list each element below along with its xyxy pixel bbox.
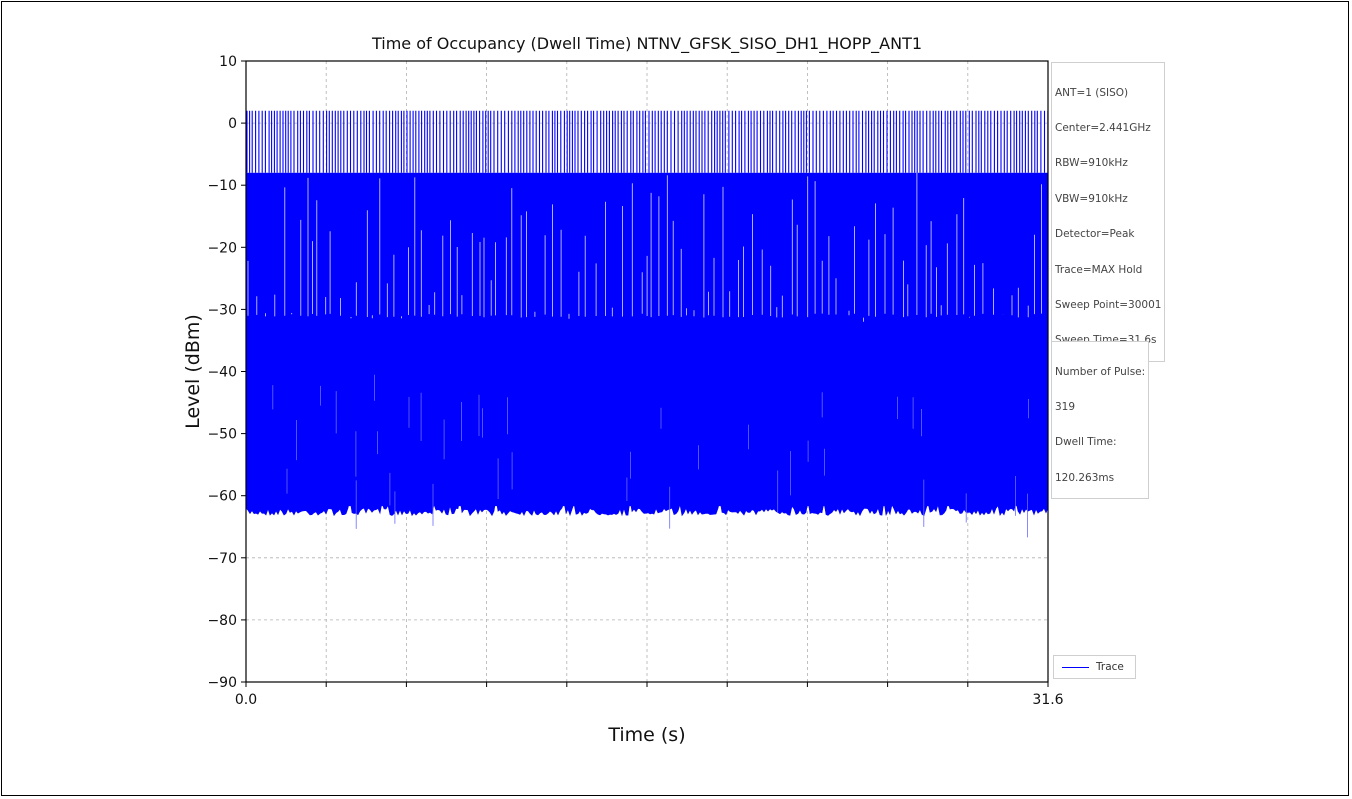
x-axis-label: Time (s)	[607, 724, 685, 746]
legend-label: Trace	[1096, 661, 1124, 673]
x-tick-label-end: 31.6	[1032, 692, 1063, 708]
y-tick-label: −30	[207, 302, 237, 318]
trace-dense-body	[246, 172, 1048, 507]
trace-highlights	[272, 374, 1029, 538]
settings-vbw: VBW=910kHz	[1055, 192, 1128, 205]
axis-ticks: 10 0 −10 −20 −30 −40 −50 −60 −70 −80 −900.0 31.6	[207, 54, 1063, 708]
chart-title: Time of Occupancy (Dwell Time) NTNV_GFSK…	[371, 34, 922, 54]
trace-pulse-gaps	[247, 173, 1042, 322]
x-tick-label-start: 0.0	[235, 692, 257, 708]
legend: Trace	[1053, 655, 1136, 679]
y-tick-label: 0	[228, 116, 237, 132]
trace-noise-floor	[245, 498, 1049, 517]
y-tick-label: 10	[219, 54, 237, 70]
result-pulse-value: 319	[1055, 400, 1076, 413]
y-tick-label: −40	[207, 365, 237, 381]
settings-trace: Trace=MAX Hold	[1055, 263, 1143, 276]
dwell-result-box: Number of Pulse: 319 Dwell Time: 120.263…	[1051, 341, 1150, 500]
y-tick-label: −80	[207, 613, 237, 629]
y-tick-label: −90	[207, 675, 237, 691]
y-tick-label: −70	[207, 551, 237, 567]
settings-antenna: ANT=1 (SISO)	[1055, 86, 1129, 99]
settings-sweep-time: Sweep Time=31.6s	[1055, 335, 1161, 347]
result-pulse-label: Number of Pulse:	[1055, 365, 1146, 378]
y-tick-label: −10	[207, 178, 237, 194]
y-tick-label: −20	[207, 240, 237, 256]
settings-rbw: RBW=910kHz	[1055, 157, 1128, 170]
trace-peak-spikes	[246, 110, 1049, 173]
settings-detector: Detector=Peak	[1055, 228, 1135, 241]
measurement-settings-box: ANT=1 (SISO) Center=2.441GHz RBW=910kHz …	[1051, 62, 1166, 362]
y-tick-label: −60	[207, 489, 237, 505]
result-dwell-label: Dwell Time:	[1055, 436, 1117, 449]
settings-center: Center=2.441GHz	[1055, 121, 1151, 134]
y-axis-label: Level (dBm)	[182, 314, 204, 429]
settings-sweep-point: Sweep Point=30001	[1055, 298, 1162, 311]
trace-line	[245, 110, 1049, 538]
y-tick-label: −50	[207, 427, 237, 443]
legend-swatch	[1062, 667, 1089, 668]
result-dwell-value: 120.263ms	[1055, 471, 1115, 484]
